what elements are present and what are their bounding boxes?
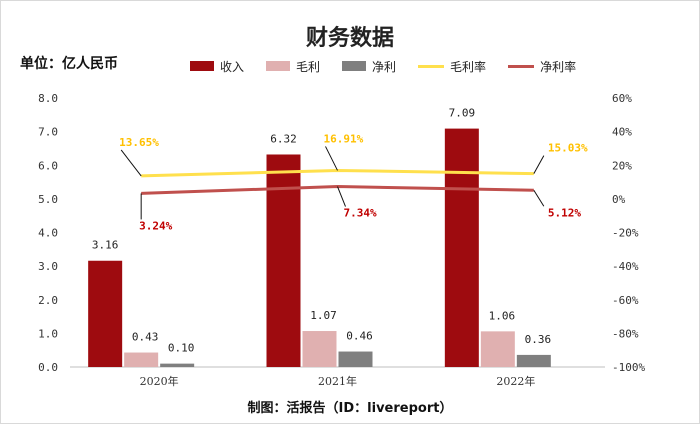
bar-data-label: 0.46 xyxy=(346,330,373,343)
unit-label: 单位：亿人民币 xyxy=(20,56,118,72)
legend-swatch-revenue xyxy=(190,61,214,71)
y-left-tick-label: 8.0 xyxy=(38,92,58,105)
legend-label-gross-margin: 毛利率 xyxy=(450,59,487,74)
y-left-tick-label: 6.0 xyxy=(38,159,58,172)
leader-line xyxy=(337,186,346,207)
bar-net-profit xyxy=(516,354,551,367)
y-right-tick-label: 40% xyxy=(612,126,632,139)
bar-data-label: 0.36 xyxy=(525,333,552,346)
y-left-tick-label: 5.0 xyxy=(38,193,58,206)
bar-net-profit xyxy=(160,363,195,367)
chart-credit: 制图：活报告（ID：livereport） xyxy=(247,401,453,416)
y-left-tick-label: 1.0 xyxy=(38,327,58,340)
x-tick-label: 2020年 xyxy=(140,374,179,388)
x-tick-label: 2022年 xyxy=(496,374,535,388)
legend-swatch-net-margin xyxy=(508,64,535,68)
legend-swatch-gross-profit xyxy=(266,61,291,71)
legend-item-net-margin: 净利率 xyxy=(508,58,576,75)
y-left-tick-label: 7.0 xyxy=(38,126,58,139)
legend-item-gross-profit: 毛利 xyxy=(266,58,320,75)
line-data-label: 16.91% xyxy=(324,132,364,145)
legend-swatch-gross-margin xyxy=(418,64,445,68)
bar-data-label: 7.09 xyxy=(449,107,476,120)
y-right-tick-label: -60% xyxy=(612,294,639,307)
y-right-tick-label: -20% xyxy=(612,227,639,240)
line-data-label: 15.03% xyxy=(548,142,588,155)
bar-gross-profit xyxy=(302,331,337,367)
legend-label-net-profit: 净利 xyxy=(372,59,397,74)
line-data-label: 3.24% xyxy=(139,219,172,232)
bar-revenue xyxy=(266,154,301,367)
line-data-label: 5.12% xyxy=(548,206,581,219)
y-left-tick-label: 0.0 xyxy=(38,361,58,374)
y-right-tick-label: 0% xyxy=(612,193,626,206)
bar-data-label: 3.16 xyxy=(92,239,119,252)
legend-item-gross-margin: 毛利率 xyxy=(418,58,486,75)
leader-line xyxy=(533,155,545,174)
leader-line xyxy=(533,190,545,207)
legend-label-revenue: 收入 xyxy=(220,59,245,74)
y-right-tick-label: 60% xyxy=(612,92,632,105)
bar-data-label: 0.10 xyxy=(168,342,195,355)
y-left-tick-label: 3.0 xyxy=(38,260,58,273)
legend-label-gross-profit: 毛利 xyxy=(296,59,321,74)
bar-net-profit xyxy=(338,351,373,367)
chart-title: 财务数据 xyxy=(305,26,394,51)
x-tick-label: 2021年 xyxy=(318,374,357,388)
y-left-tick-label: 4.0 xyxy=(38,227,58,240)
y-right-tick-label: 20% xyxy=(612,159,632,172)
bar-gross-profit xyxy=(480,331,515,367)
legend-item-revenue: 收入 xyxy=(190,58,244,75)
y-right-tick-label: -40% xyxy=(612,260,639,273)
leader-line xyxy=(120,149,142,177)
bar-revenue xyxy=(88,260,123,367)
line-data-label: 13.65% xyxy=(119,136,159,149)
line-data-label: 7.34% xyxy=(344,207,377,220)
leader-line xyxy=(325,146,338,171)
y-left-tick-label: 2.0 xyxy=(38,294,58,307)
legend-swatch-net-profit xyxy=(342,61,367,71)
bar-data-label: 1.07 xyxy=(310,309,337,322)
legend-label-net-margin: 净利率 xyxy=(540,59,577,74)
bar-gross-profit xyxy=(124,352,159,367)
bar-data-label: 1.06 xyxy=(489,309,516,322)
legend-item-net-profit: 净利 xyxy=(342,58,396,75)
legend: 收入 毛利 净利 毛利率 净利率 xyxy=(190,58,598,74)
bar-revenue xyxy=(444,128,479,367)
bar-data-label: 0.43 xyxy=(132,331,159,344)
y-right-tick-label: -80% xyxy=(612,327,639,340)
y-right-tick-label: -100% xyxy=(612,361,645,374)
bar-data-label: 6.32 xyxy=(270,132,297,145)
